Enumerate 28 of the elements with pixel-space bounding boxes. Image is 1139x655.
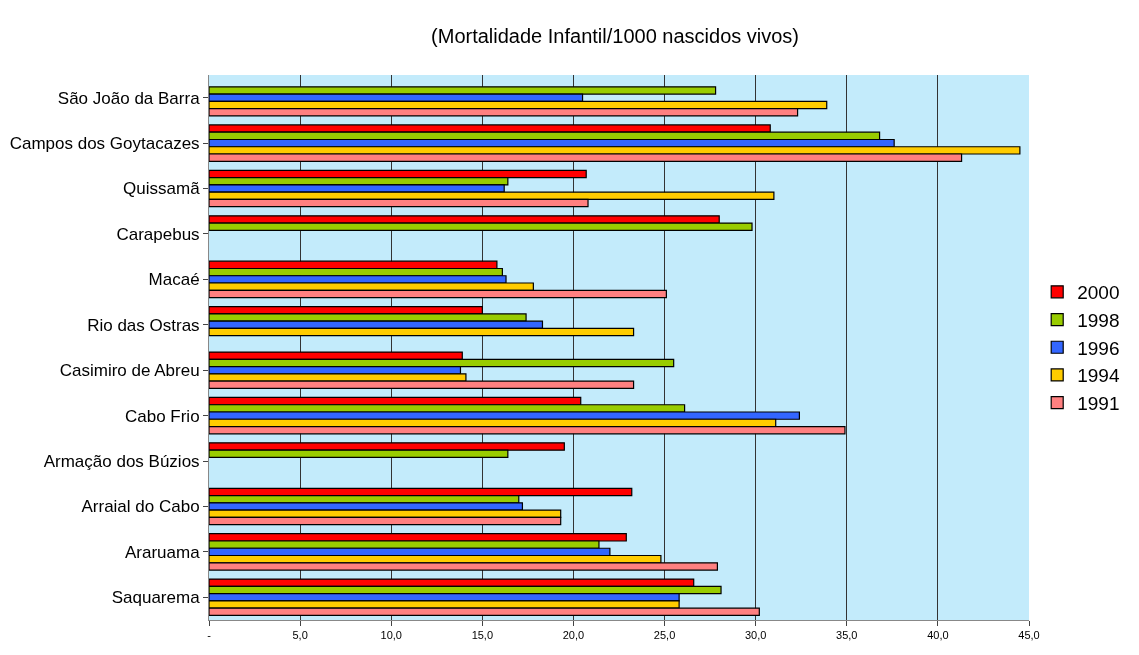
x-tick-label: 30,0: [744, 629, 767, 642]
x-tick-label: 40,0: [927, 629, 949, 642]
y-tick-label: Armação dos Búzios: [43, 451, 200, 471]
legend-label: 1996: [1077, 337, 1120, 359]
legend-label: 1991: [1077, 393, 1120, 415]
x-tick-label: 10,0: [380, 629, 402, 642]
x-tick-label: 20,0: [562, 629, 585, 642]
x-tick-label: 5,0: [292, 629, 308, 642]
y-tick-label: Casimiro de Abreu: [59, 361, 200, 381]
legend-label: 1994: [1077, 365, 1120, 387]
y-tick-label: Quissamã: [123, 179, 201, 199]
x-tick-label: 35,0: [836, 629, 858, 642]
y-tick-label: Saquarema: [111, 588, 201, 608]
y-tick-label: Rio das Ostras: [87, 315, 200, 335]
legend-label: 2000: [1077, 282, 1120, 304]
y-tick-label: Carapebus: [116, 224, 200, 244]
x-tick-label: 25,0: [653, 629, 676, 642]
x-tick-label: 45,0: [1018, 629, 1040, 642]
y-tick-label: Campos dos Goytacazes: [9, 134, 200, 154]
y-tick-label: Araruama: [124, 542, 201, 562]
x-tick-label: -: [207, 629, 212, 642]
y-tick-label: Arraial do Cabo: [81, 497, 200, 517]
y-tick-label: Macaé: [148, 270, 200, 290]
legend-label: 1998: [1077, 309, 1120, 331]
y-tick-label: São João da Barra: [57, 88, 201, 108]
y-tick-label: Cabo Frio: [124, 406, 200, 426]
chart-title: (Mortalidade Infantil/1000 nascidos vivos): [431, 25, 800, 48]
x-tick-label: 15,0: [471, 629, 494, 642]
